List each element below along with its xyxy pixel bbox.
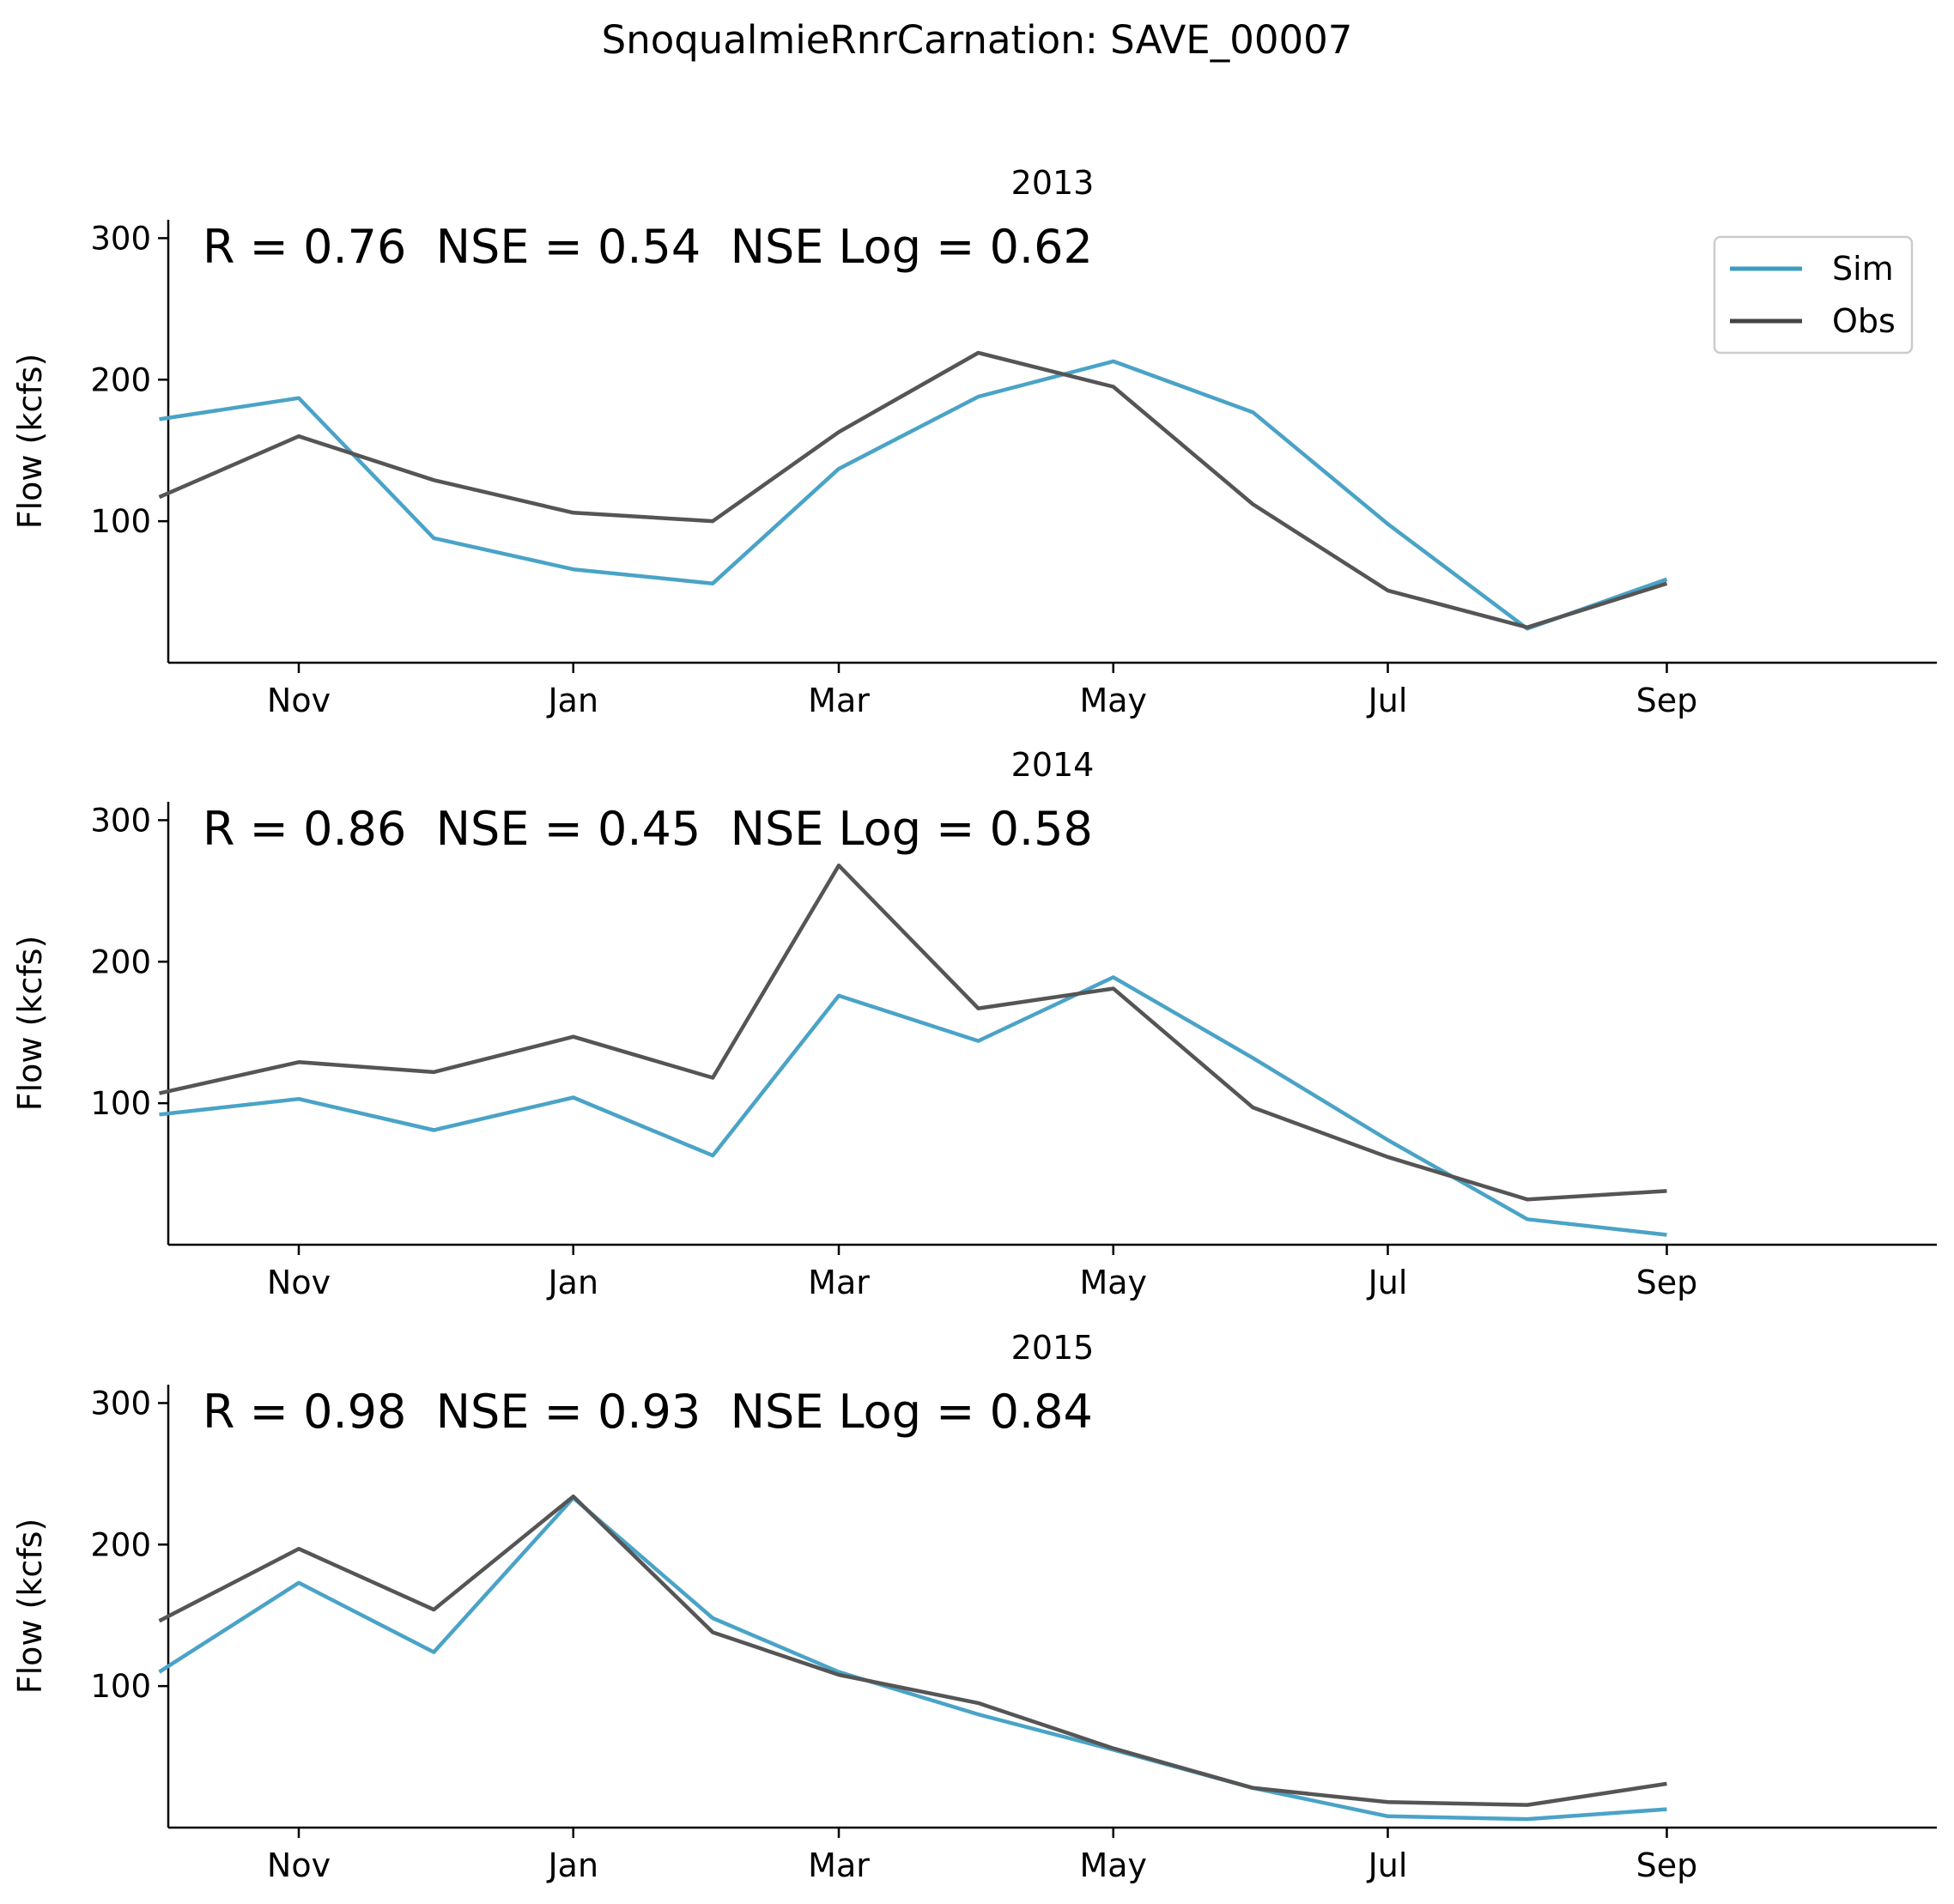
panel-3-y-tick-label: 100 — [90, 1668, 151, 1705]
panel-3-x-tick-label: Jan — [546, 1846, 598, 1884]
panel-2-y-tick-label: 300 — [90, 802, 151, 839]
panel-3-title: 2015 — [1011, 1329, 1095, 1367]
panel-2-y-label: Flow (kcfs) — [11, 936, 49, 1112]
panel-3-x-tick-label: Nov — [267, 1846, 331, 1884]
panel-2-series-sim-line — [159, 975, 1667, 1237]
legend-sim-label: Sim — [1832, 250, 1894, 288]
panel-3-x-tick-label: Sep — [1636, 1846, 1698, 1884]
panel-3-series-sim-line — [158, 1495, 1667, 1822]
panel-3-y-tick-label: 300 — [90, 1385, 151, 1422]
legend-box — [1713, 235, 1914, 355]
panel-1-x-tick-label: Nov — [267, 682, 331, 719]
panel-2-x-tick-label: Jul — [1367, 1264, 1408, 1301]
panel-2-y-tick-label: 200 — [90, 943, 151, 980]
panel-3-x-tick-label: May — [1079, 1846, 1147, 1884]
panel-1-x-tick-label: May — [1079, 682, 1147, 719]
panel-1-y-tick-label: 300 — [90, 220, 151, 257]
figure-title: SnoqualmieRnrCarnation: SAVE_00007 — [602, 17, 1353, 63]
legend-obs-label: Obs — [1832, 302, 1896, 340]
panel-1-y-tick-label: 200 — [90, 361, 151, 398]
panel-2-y-tick-label: 100 — [90, 1085, 151, 1122]
panel-2-series-obs-line — [159, 863, 1667, 1202]
panel-1-x-tick-label: Sep — [1636, 682, 1698, 719]
panel-3-y-label: Flow (kcfs) — [11, 1519, 49, 1695]
panel-2-title: 2014 — [1011, 746, 1095, 784]
panel-1-x-tick-label: Jul — [1367, 682, 1408, 719]
panel-3-series-obs-line — [158, 1494, 1667, 1807]
panel-3-x-tick-label: Jul — [1367, 1846, 1408, 1884]
panel-1-series-sim-line — [159, 359, 1668, 631]
panel-2-x-tick-label: Sep — [1636, 1264, 1698, 1301]
panel-1-title: 2013 — [1011, 164, 1095, 202]
panel-2-metrics-annotation: R = 0.86 NSE = 0.45 NSE Log = 0.58 — [203, 802, 1093, 856]
panel-1-series-obs-line — [158, 350, 1668, 630]
panel-2-x-tick-label: May — [1079, 1264, 1147, 1301]
panel-3-y-tick-label: 200 — [90, 1526, 151, 1563]
panel-2-x-tick-label: Mar — [808, 1264, 870, 1301]
panel-1-x-tick-label: Jan — [546, 682, 598, 719]
panel-3-x-tick-label: Mar — [808, 1846, 870, 1884]
panel-3-metrics-annotation: R = 0.98 NSE = 0.93 NSE Log = 0.84 — [203, 1385, 1093, 1439]
panel-1-x-tick-label: Mar — [808, 682, 870, 719]
panel-1-y-tick-label: 100 — [90, 503, 151, 540]
panel-2-x-tick-label: Nov — [267, 1264, 331, 1301]
panel-2-x-tick-label: Jan — [546, 1264, 598, 1301]
panel-1-y-label: Flow (kcfs) — [11, 354, 49, 530]
panel-1-metrics-annotation: R = 0.76 NSE = 0.54 NSE Log = 0.62 — [203, 220, 1093, 274]
